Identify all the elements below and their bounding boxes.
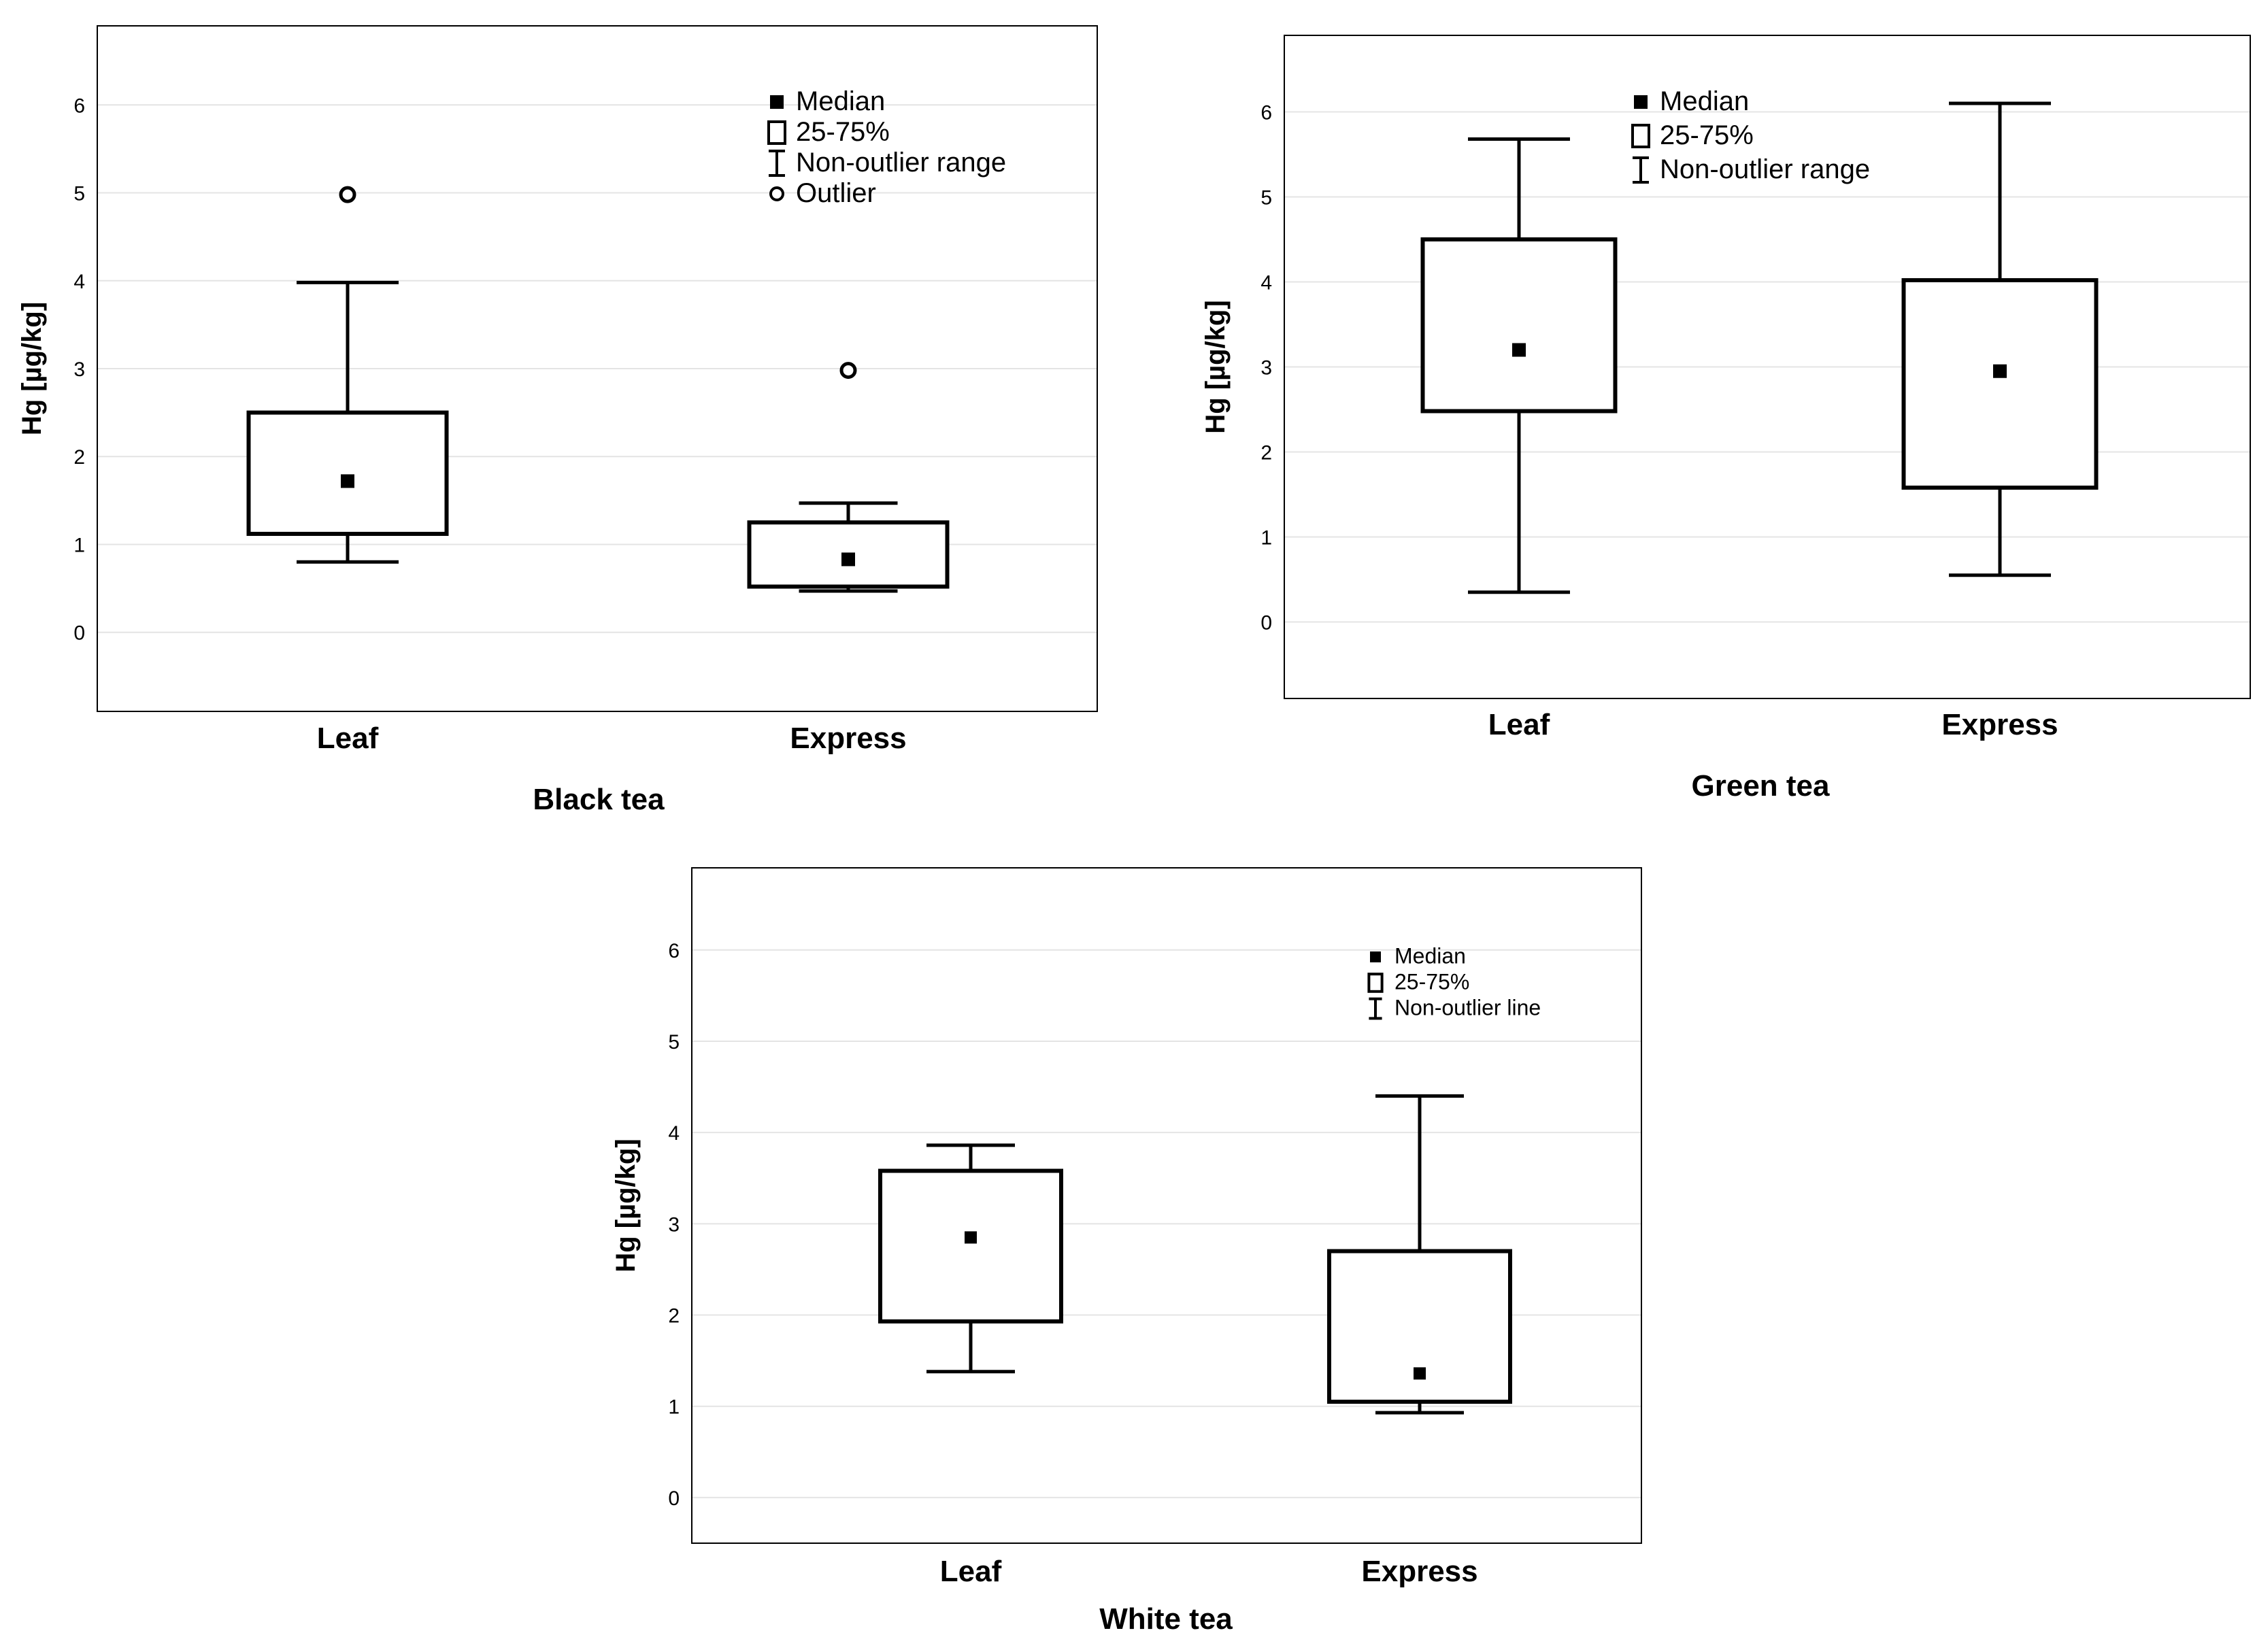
plot-frame <box>97 25 1098 712</box>
plot-frame <box>691 867 1642 1544</box>
box-leaf <box>246 186 449 564</box>
median-marker <box>1993 364 2007 378</box>
legend-box-label: 25-75% <box>1394 970 1469 994</box>
chart-panel-white-tea: 0 1 2 3 4 5 6 Hg [µg/kg] Leaf Express White tea Med… <box>611 867 1642 1636</box>
iqr-box <box>246 410 449 536</box>
box-express <box>1901 101 2099 577</box>
plot-frame <box>1284 35 2251 699</box>
y-tick-label: 6 <box>1260 102 1272 124</box>
x-category-label-express: Express <box>1941 708 2058 741</box>
iqr-box <box>1420 237 1618 414</box>
y-axis-label: Hg [µg/kg] <box>611 1139 641 1272</box>
y-tick-label: 0 <box>73 622 85 645</box>
median-marker <box>841 552 855 567</box>
legend-box-marker <box>767 120 786 145</box>
iqr-box <box>1901 278 2099 490</box>
box-leaf <box>878 1143 1063 1374</box>
legend-median-label: Median <box>796 86 885 116</box>
x-category-label-leaf: Leaf <box>940 1555 1002 1588</box>
y-tick-label: 6 <box>73 95 85 117</box>
legend-whisker-label: Non-outlier line <box>1394 996 1541 1020</box>
y-tick-label: 2 <box>1260 442 1272 465</box>
y-tick-label: 4 <box>73 271 85 293</box>
legend-box-marker <box>1367 973 1384 993</box>
median-marker <box>1512 343 1526 357</box>
legend-whisker-label: Non-outlier range <box>796 148 1006 178</box>
legend-median-marker <box>1634 95 1648 109</box>
y-tick-label: 4 <box>668 1122 680 1145</box>
box-express <box>747 362 950 593</box>
legend-whisker-label: Non-outlier range <box>1660 154 1870 184</box>
y-axis-label: Hg [µg/kg] <box>1201 300 1231 433</box>
y-tick-label: 3 <box>73 358 85 381</box>
legend-median-label: Median <box>1660 86 1749 116</box>
y-tick-label: 1 <box>1260 527 1272 550</box>
legend-median-label: Median <box>1394 944 1466 968</box>
x-category-label-leaf: Leaf <box>317 722 379 755</box>
y-tick-label: 5 <box>668 1031 680 1053</box>
x-category-label-leaf: Leaf <box>1488 708 1550 741</box>
y-tick-label: 3 <box>1260 357 1272 380</box>
y-tick-label: 3 <box>668 1213 680 1236</box>
chart-title: Black tea <box>533 783 665 816</box>
box-express <box>1327 1094 1512 1415</box>
legend-box-label: 25-75% <box>796 117 890 147</box>
y-tick-label: 5 <box>73 183 85 205</box>
outlier-point <box>339 186 356 203</box>
median-marker <box>341 474 354 488</box>
median-marker <box>965 1231 977 1244</box>
chart-panel-black-tea: 0 1 2 3 4 5 6 Hg [µg/kg] Leaf Express Black tea Med… <box>17 25 1098 816</box>
chart-title: White tea <box>1099 1602 1233 1636</box>
box-leaf <box>1420 137 1618 594</box>
y-tick-label: 1 <box>668 1396 680 1419</box>
chart-title: Green tea <box>1692 769 1831 803</box>
y-tick-label: 5 <box>1260 187 1272 209</box>
x-category-label-express: Express <box>1361 1555 1477 1588</box>
legend-box-label: 25-75% <box>1660 120 1754 150</box>
y-tick-label: 0 <box>668 1487 680 1510</box>
y-tick-label: 1 <box>73 534 85 556</box>
y-axis-label: Hg [µg/kg] <box>17 302 47 435</box>
y-tick-label: 2 <box>73 446 85 469</box>
chart-panel-green-tea: 0 1 2 3 4 5 6 Hg [µg/kg] Leaf Express Green tea Med… <box>1201 35 2251 803</box>
y-tick-label: 4 <box>1260 272 1272 294</box>
median-marker <box>1414 1367 1426 1380</box>
legend-outlier-label: Outlier <box>796 178 876 208</box>
iqr-box <box>878 1168 1063 1324</box>
legend-box-marker <box>1631 124 1650 148</box>
y-tick-label: 0 <box>1260 612 1272 635</box>
x-category-label-express: Express <box>790 722 906 755</box>
y-tick-label: 2 <box>668 1305 680 1328</box>
legend: Median 25-75% Non-outlier range <box>1631 86 1870 184</box>
legend-median-marker <box>1370 951 1381 962</box>
legend-outlier-marker <box>769 186 784 201</box>
y-tick-label: 6 <box>668 940 680 962</box>
outlier-point <box>839 362 857 380</box>
legend-median-marker <box>770 95 784 109</box>
